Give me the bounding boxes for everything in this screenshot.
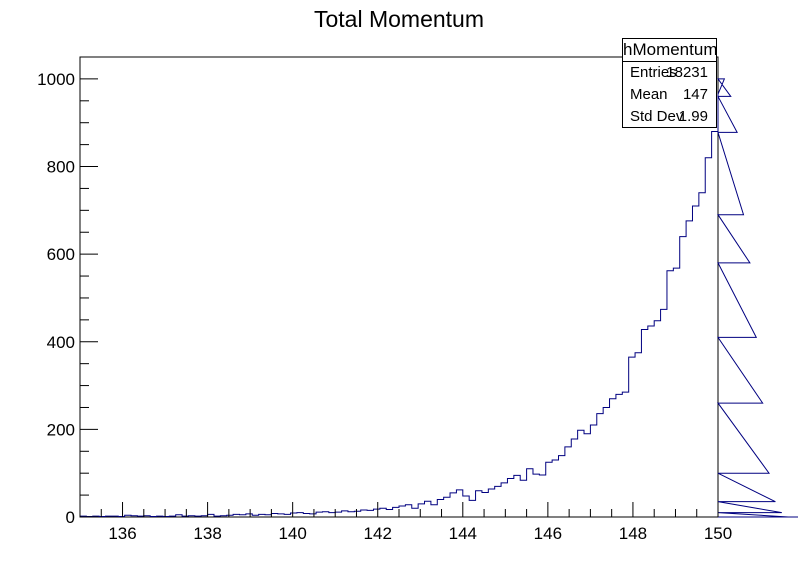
stats-label: Entries bbox=[630, 64, 677, 81]
x-tick-label: 150 bbox=[704, 524, 732, 543]
x-tick-label: 138 bbox=[193, 524, 221, 543]
y-tick-label: 400 bbox=[47, 333, 75, 352]
x-axis-ticks: 136 138 140 142 144 146 148 150 bbox=[79, 502, 732, 543]
stats-row-entries: Entries 18231 bbox=[623, 62, 716, 84]
stats-row-mean: Mean 147 bbox=[623, 84, 716, 106]
y-tick-label: 1000 bbox=[37, 70, 75, 89]
y-tick-label: 0 bbox=[66, 508, 75, 527]
chart-title: Total Momentum bbox=[313, 6, 484, 32]
stats-value: 1.99 bbox=[678, 108, 708, 125]
stats-label: Std Dev bbox=[630, 108, 684, 125]
x-tick-label: 148 bbox=[619, 524, 647, 543]
y-tick-label: 200 bbox=[47, 420, 75, 439]
stats-title: hMomentum bbox=[623, 39, 717, 62]
y-tick-label: 800 bbox=[47, 158, 75, 177]
y-tick-label: 600 bbox=[47, 245, 75, 264]
stats-value: 147 bbox=[682, 86, 708, 103]
histogram-series-line bbox=[79, 78, 798, 518]
stats-value: 18231 bbox=[666, 64, 708, 81]
x-tick-label: 142 bbox=[364, 524, 392, 543]
stats-row-stddev: Std Dev 1.99 bbox=[623, 106, 716, 128]
x-tick-label: 146 bbox=[534, 524, 562, 543]
stats-label: Mean bbox=[630, 86, 668, 103]
x-tick-label: 144 bbox=[449, 524, 477, 543]
x-tick-label: 140 bbox=[278, 524, 306, 543]
stats-box: hMomentum Entries 18231 Mean 147 Std Dev… bbox=[622, 38, 717, 128]
x-tick-label: 136 bbox=[108, 524, 136, 543]
y-axis-ticks: 0 200 400 600 800 1000 bbox=[37, 56, 98, 527]
